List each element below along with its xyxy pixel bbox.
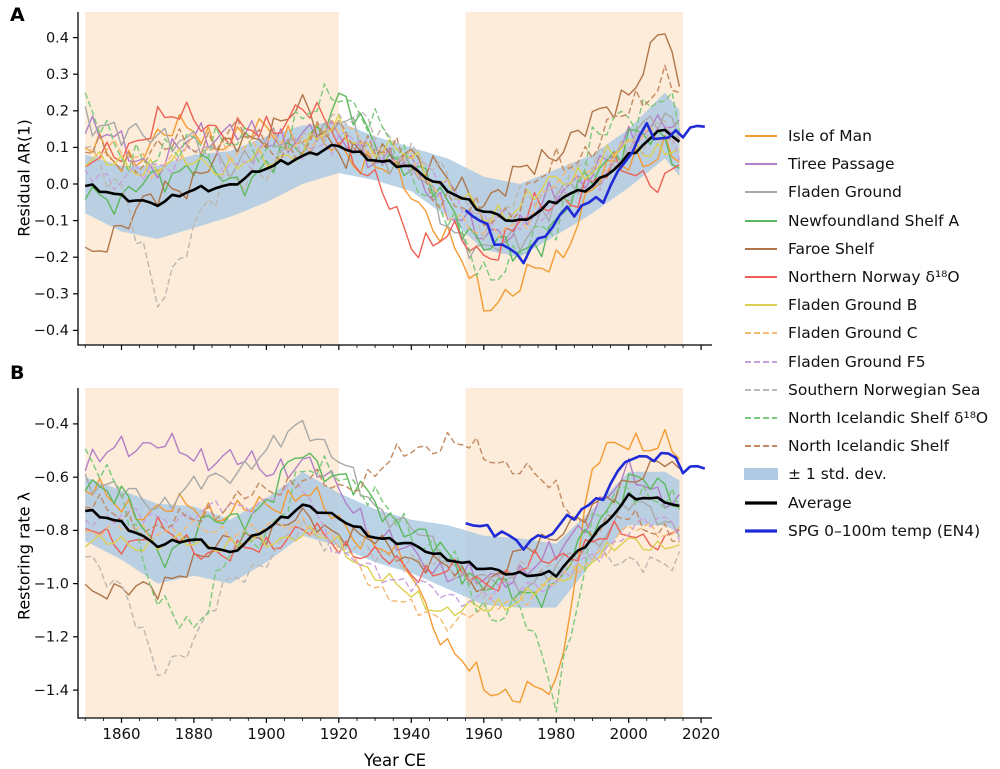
- series-line: [464, 121, 705, 265]
- series-line: [85, 516, 680, 632]
- legend-item-north-icelandic-shelf: North Icelandic Shelf: [744, 432, 988, 460]
- line-swatch-icon: [745, 500, 777, 505]
- legend-label: ± 1 std. dev.: [788, 465, 887, 484]
- y-tick-label: −0.3: [34, 287, 69, 303]
- line-swatch-icon: [745, 360, 777, 363]
- legend-item-north-icelandic-shelf-o: North Icelandic Shelf δ¹⁸O: [744, 404, 988, 432]
- series-line: [84, 428, 680, 704]
- legend-item-spg-0-100m-temp-en4: SPG 0–100m temp (EN4): [744, 517, 988, 545]
- y-tick-label: −0.4: [34, 323, 69, 339]
- panel-b-chart: −0.4 −0.6 −0.8 −1.0 −1.2 −1.4 1860 1880 1900 1920…: [34, 388, 720, 743]
- y-tick-label: 0.2: [46, 104, 69, 120]
- y-tick-label: −1.0: [34, 576, 69, 592]
- legend-item-fladen-ground-b: Fladen Ground B: [744, 291, 988, 319]
- legend-label: Faroe Shelf: [788, 239, 874, 258]
- legend-item-fladen-ground-c: Fladen Ground C: [744, 319, 988, 347]
- line-swatch-icon: [745, 276, 777, 278]
- line-swatch-icon: [745, 135, 777, 138]
- legend-item-1-std-dev: ± 1 std. dev.: [744, 460, 988, 488]
- series-line: [85, 64, 680, 227]
- legend-label: Isle of Man: [788, 127, 872, 146]
- line-swatch-icon: [745, 191, 777, 194]
- legend-label: Newfoundland Shelf A: [788, 211, 960, 230]
- legend-item-northern-norway-o: Northern Norway δ¹⁸O: [744, 263, 988, 291]
- legend-item-faroe-shelf: Faroe Shelf: [744, 235, 988, 263]
- y-tick-label: 0.3: [46, 67, 69, 83]
- x-tick-label: 1900: [247, 725, 285, 743]
- x-tick-label: 1940: [392, 725, 430, 743]
- y-tick-label: −1.2: [34, 630, 69, 646]
- legend-label: North Icelandic Shelf δ¹⁸O: [788, 408, 989, 427]
- line-swatch-icon: [745, 529, 777, 533]
- y-tick-label: −0.4: [34, 417, 69, 433]
- x-tick-label: 1920: [320, 725, 358, 743]
- legend-item-southern-norwegian-sea: Southern Norwegian Sea: [744, 376, 988, 404]
- series-line: [84, 33, 681, 253]
- legend-item-newfoundland-shelf-a: Newfoundland Shelf A: [744, 207, 988, 235]
- legend-label: Fladen Ground: [788, 183, 902, 202]
- series-line: [84, 124, 681, 231]
- series-line: [84, 114, 680, 222]
- std-dev-patch-swatch: [744, 468, 778, 481]
- legend-label: Fladen Ground C: [788, 324, 918, 343]
- legend: Isle of Man Tiree Passage Fladen Ground New…: [744, 122, 988, 545]
- legend-label: Southern Norwegian Sea: [788, 380, 981, 399]
- legend-item-fladen-ground-f5: Fladen Ground F5: [744, 348, 988, 376]
- x-tick-label: 1960: [465, 725, 503, 743]
- legend-item-tiree-passage: Tiree Passage: [744, 150, 988, 178]
- legend-label: Tiree Passage: [788, 155, 895, 174]
- x-tick-label: 1860: [102, 725, 140, 743]
- line-swatch-icon: [745, 417, 777, 419]
- series-line: [85, 492, 680, 578]
- line-swatch-icon: [745, 163, 777, 166]
- y-tick-label: −1.4: [34, 683, 69, 699]
- line-swatch-icon: [745, 219, 777, 222]
- panel-a-letter: A: [10, 4, 25, 26]
- y-tick-label: −0.2: [34, 250, 69, 266]
- series-line: [84, 460, 680, 600]
- line-swatch-icon: [745, 304, 777, 307]
- x-axis-label: Year CE: [363, 751, 427, 769]
- series-line: [465, 451, 706, 551]
- panel-b-letter: B: [10, 362, 25, 384]
- series-line: [84, 113, 680, 312]
- series-line: [84, 101, 680, 261]
- series-line: [84, 448, 681, 713]
- panel-a-y-axis-label: Residual AR(1): [14, 119, 34, 237]
- legend-label: Fladen Ground B: [788, 296, 918, 315]
- series-line: [85, 117, 680, 239]
- legend-label: Fladen Ground F5: [788, 352, 926, 371]
- series-line: [85, 519, 681, 677]
- series-line: [84, 83, 681, 281]
- legend-label: SPG 0–100m temp (EN4): [788, 521, 981, 540]
- panel-a-chart: 0.4 0.3 0.2 0.1 0.0 −0.1 −0.2 −0.3 −0.4: [34, 12, 712, 350]
- x-tick-label: 1880: [175, 725, 213, 743]
- y-tick-label: 0.4: [46, 30, 69, 46]
- series-line: [85, 431, 680, 543]
- y-tick-label: 0.1: [46, 140, 69, 156]
- legend-item-isle-of-man: Isle of Man: [744, 122, 988, 150]
- legend-label: Northern Norway δ¹⁸O: [788, 268, 960, 287]
- panel-b-y-axis-label: Restoring rate λ: [14, 491, 34, 621]
- legend-label: Average: [788, 493, 852, 512]
- legend-item-fladen-ground: Fladen Ground: [744, 178, 988, 206]
- line-swatch-icon: [745, 388, 777, 391]
- x-tick-label: 1980: [537, 725, 575, 743]
- legend-label: North Icelandic Shelf: [788, 437, 950, 456]
- axis-spines: [77, 388, 712, 719]
- y-tick-label: −0.8: [34, 523, 69, 539]
- legend-item-average: Average: [744, 488, 988, 516]
- series-line: [84, 128, 681, 223]
- x-tick-label: 2020: [682, 725, 720, 743]
- axis-spines: [77, 12, 712, 346]
- line-swatch-icon: [745, 247, 777, 250]
- line-swatch-icon: [745, 332, 777, 335]
- series-line: [84, 452, 680, 609]
- line-swatch-icon: [745, 445, 777, 448]
- y-tick-label: −0.6: [34, 470, 69, 486]
- y-tick-label: 0.0: [46, 177, 69, 193]
- x-tick-label: 2000: [610, 725, 648, 743]
- y-tick-label: −0.1: [34, 213, 69, 229]
